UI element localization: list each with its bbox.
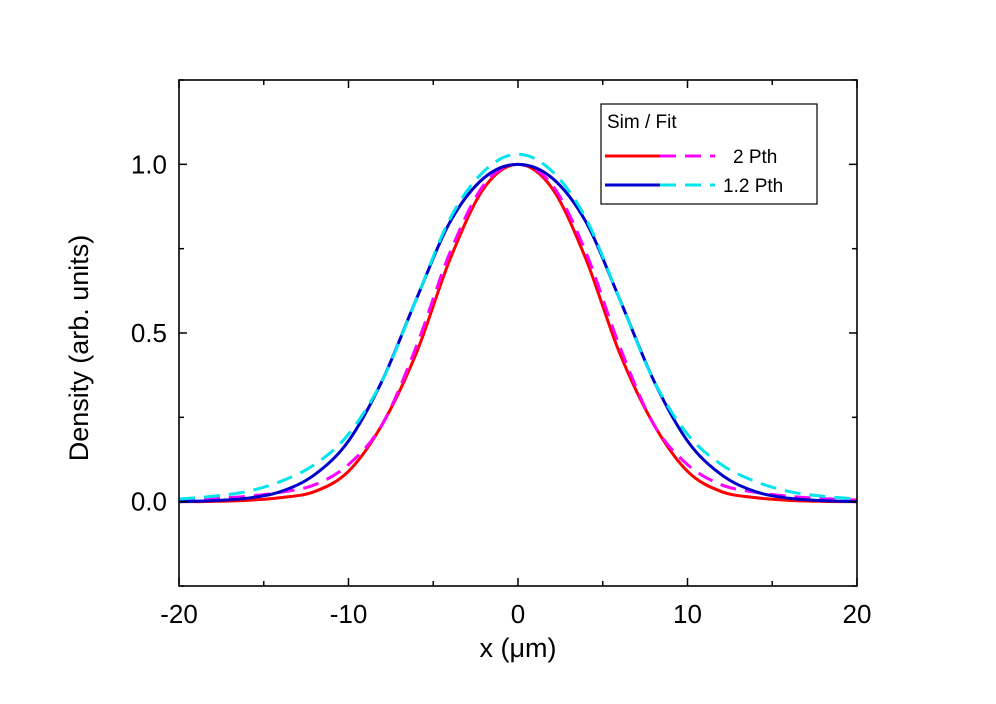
series-line-3	[178, 152, 858, 501]
y-axis-title: Density (arb. units)	[64, 235, 94, 462]
series-layer	[178, 152, 858, 504]
x-tick-label: -20	[160, 599, 198, 629]
tick-labels: -20 -10 0 10 20 0.0 0.5 1.0	[131, 149, 872, 629]
legend: Sim / Fit 2 Pth 1.2 Pth	[600, 103, 818, 205]
legend-entry-label: 2 Pth	[733, 147, 777, 168]
legend-entry-label: 1.2 Pth	[723, 176, 783, 197]
y-tick-label: 0.5	[131, 318, 167, 348]
series-line-1	[178, 162, 858, 502]
x-tick-label: 10	[673, 599, 702, 629]
series-line-2	[178, 162, 858, 504]
y-tick-label: 0.0	[131, 487, 167, 517]
legend-title: Sim / Fit	[607, 112, 677, 133]
x-tick-label: 0	[511, 599, 525, 629]
series-line-0	[178, 162, 858, 504]
x-tick-label: -10	[330, 599, 368, 629]
x-tick-label: 20	[843, 599, 872, 629]
y-tick-label: 1.0	[131, 149, 167, 179]
legend-box	[600, 103, 818, 205]
legend-entries: 2 Pth 1.2 Pth	[605, 147, 783, 197]
ticks-layer	[178, 79, 858, 587]
x-axis-title: x (μm)	[479, 633, 556, 663]
